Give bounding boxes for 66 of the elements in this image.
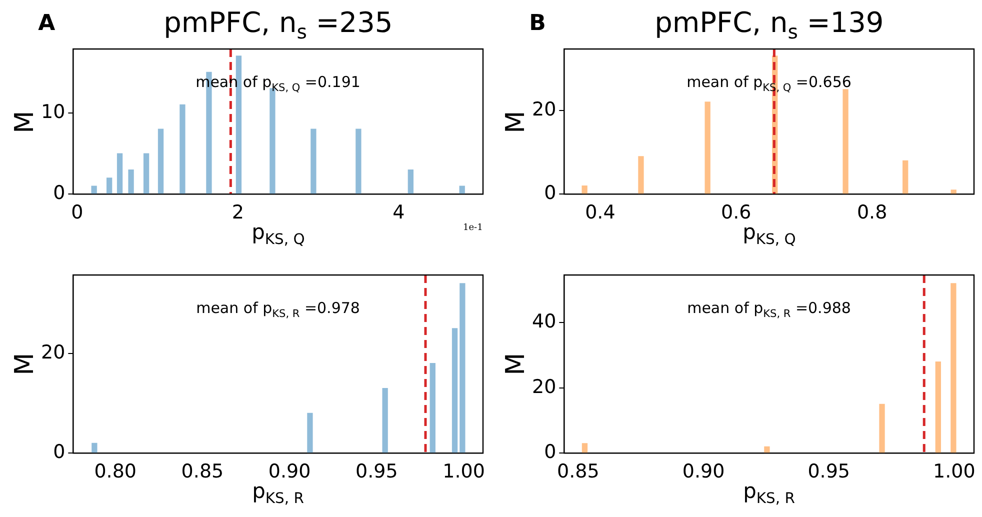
bar (143, 153, 150, 194)
text: B (529, 11, 546, 36)
y-axis-title: M (501, 110, 532, 133)
bar (452, 328, 458, 454)
bar (382, 388, 388, 454)
text: 1e-1 (463, 223, 483, 234)
bar (582, 443, 588, 454)
y-tick-label: 0 (544, 441, 556, 464)
x-axis-title: p$_{KS, Q}$ (252, 220, 305, 248)
x-axis-title: p$_{KS, R}$ (743, 479, 795, 508)
bar (638, 156, 644, 194)
bar (879, 404, 885, 454)
annotation: mean of p$_{KS, Q}$ =0.656 (686, 73, 852, 94)
x-tick-label: 0.95 (356, 460, 398, 483)
y-axis-title: M (10, 352, 40, 376)
y-tick-label: 0 (53, 182, 66, 204)
x-tick-label: 1.00 (442, 460, 485, 483)
x-tick-label: 0 (71, 202, 84, 224)
annotation: mean of p$_{KS, R}$ =0.978 (196, 299, 360, 320)
bar (158, 128, 164, 194)
x-tick-label: 0.80 (94, 460, 136, 483)
bar (236, 56, 242, 194)
y-axis-title: M (501, 352, 532, 376)
bar (116, 153, 123, 194)
y-tick-label: 0 (544, 182, 556, 204)
x-tick-label: 0.95 (808, 460, 850, 483)
y-tick-label: 20 (532, 98, 556, 120)
bar (764, 446, 770, 454)
y-tick-label: 10 (40, 100, 66, 123)
bar (950, 283, 956, 454)
y-axis-title: M (10, 110, 40, 133)
bar (128, 169, 134, 194)
bar (704, 102, 710, 194)
bar (408, 169, 414, 194)
bar (902, 160, 908, 194)
x-tick-label: 0.8 (856, 202, 888, 224)
y-tick-label: 20 (40, 341, 66, 364)
bar (430, 363, 436, 454)
x-tick-label: 1.00 (933, 460, 976, 483)
chart-title: pmPFC, n$_{s}$ =139 (654, 6, 884, 44)
text: A (38, 11, 56, 36)
x-tick-label: 4 (392, 202, 405, 224)
y-tick-label: 20 (532, 376, 556, 398)
chart-title: pmPFC, n$_{s}$ =235 (164, 6, 393, 44)
annotation: mean of p$_{KS, R}$ =0.988 (687, 299, 851, 320)
bar (935, 361, 941, 454)
bar (307, 412, 313, 454)
bar (91, 186, 97, 194)
bar (842, 89, 848, 194)
bar (310, 128, 316, 194)
bar (950, 190, 956, 194)
bar (582, 185, 588, 194)
bar (106, 178, 112, 194)
x-tick-label: 0.85 (181, 460, 224, 483)
bar (460, 283, 466, 454)
bar (356, 128, 362, 194)
annotation: mean of p$_{KS, Q}$ =0.191 (196, 73, 360, 94)
bar (180, 104, 186, 194)
y-tick-label: 0 (53, 441, 66, 464)
x-tick-label: 0.4 (585, 202, 616, 224)
x-tick-label: 2 (232, 202, 244, 224)
y-tick-label: 40 (532, 310, 556, 333)
x-tick-label: 0.85 (557, 460, 600, 483)
x-tick-label: 0.90 (682, 460, 725, 483)
bar (92, 442, 98, 454)
bar (459, 186, 465, 194)
